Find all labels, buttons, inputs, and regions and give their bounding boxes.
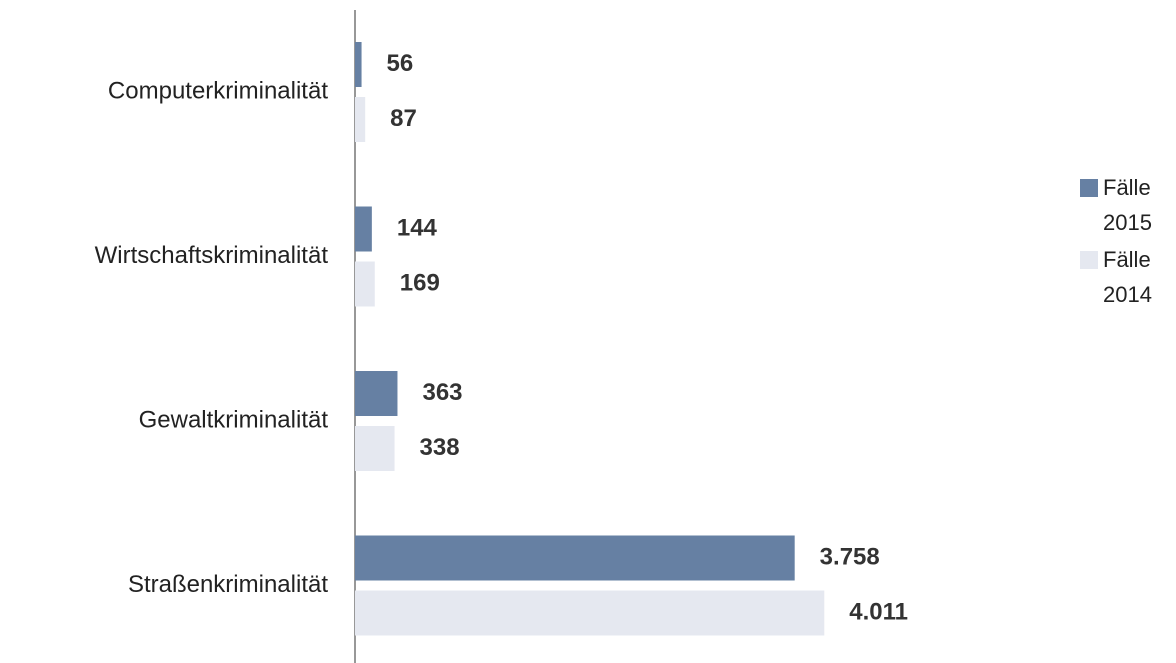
value-label: 169 (400, 269, 440, 296)
bar (355, 426, 395, 471)
legend-swatch (1080, 179, 1098, 197)
category-label: Straßenkriminalität (128, 571, 328, 598)
value-label: 4.011 (849, 598, 908, 625)
bar (355, 97, 366, 142)
legend-swatch (1080, 251, 1098, 269)
legend-label: Fälle 2015 (1103, 175, 1152, 235)
bar (355, 590, 825, 636)
value-label: 56 (387, 50, 414, 77)
legend-label: Fälle 2014 (1103, 247, 1152, 307)
bar (355, 261, 375, 307)
value-label: 3.758 (820, 543, 880, 570)
legend-item: Fälle 2014 (1080, 242, 1176, 312)
value-label: 87 (390, 105, 417, 132)
value-label: 338 (420, 434, 460, 461)
legend-item: Fälle 2015 (1080, 170, 1176, 240)
category-label: Gewaltkriminalität (139, 406, 329, 433)
category-label: Computerkriminalität (108, 77, 328, 104)
value-label: 363 (422, 379, 462, 406)
category-label: Wirtschaftskriminalität (95, 242, 329, 269)
value-label: 144 (397, 214, 438, 241)
bar (355, 206, 372, 252)
legend: Fälle 2015 Fälle 2014 (1080, 170, 1176, 314)
bar (355, 42, 362, 87)
bar (355, 371, 398, 416)
bar (355, 535, 795, 581)
